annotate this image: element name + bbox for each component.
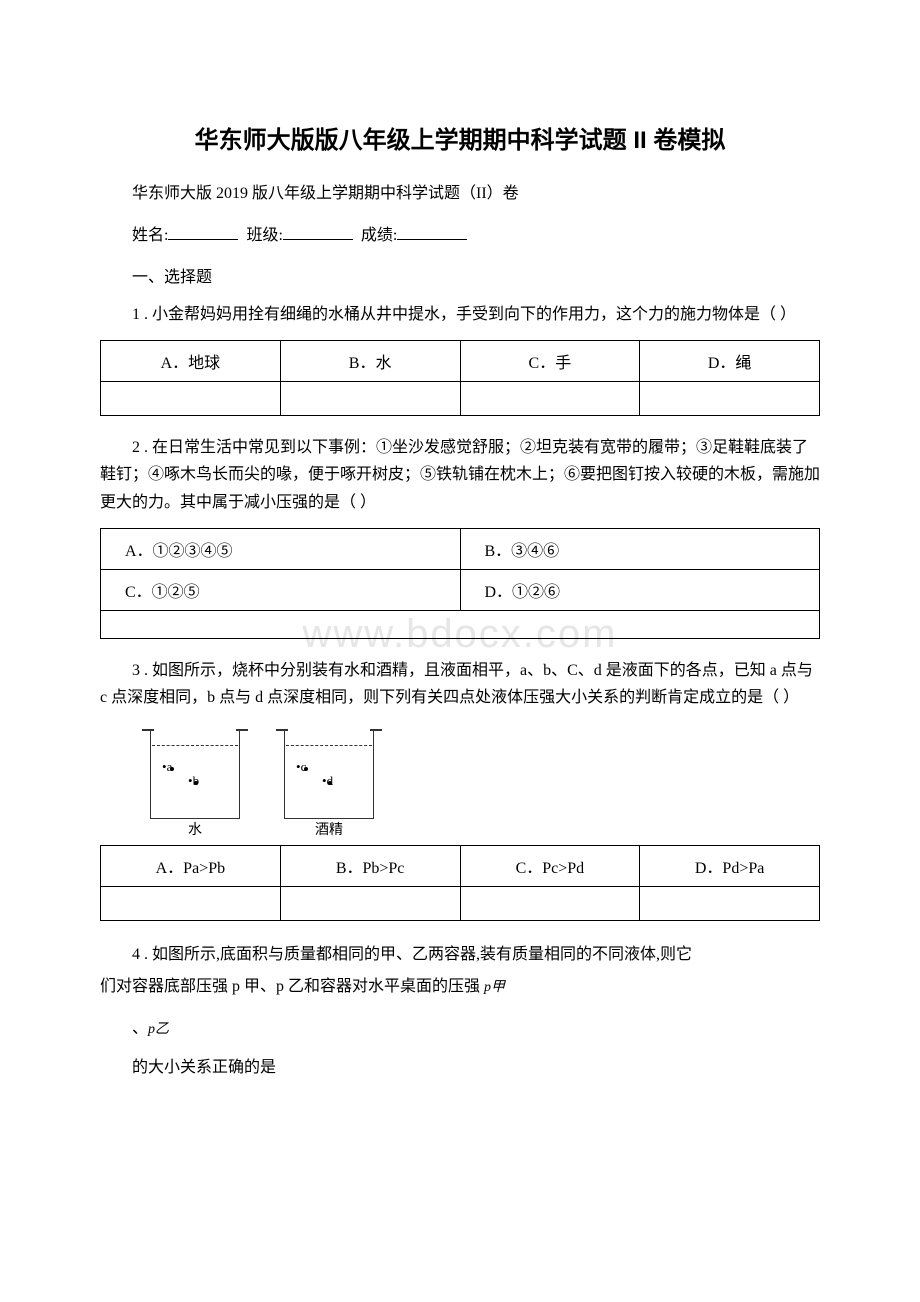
page-title: 华东师大版版八年级上学期期中科学试题 II 卷模拟 <box>100 120 820 155</box>
q2-opt-c: C．①②⑤ <box>101 569 461 610</box>
fill-row: 姓名: 班级: 成绩: <box>100 221 820 245</box>
q3-opt-b: B．Pb>Pc <box>280 846 460 887</box>
page-content: 华东师大版版八年级上学期期中科学试题 II 卷模拟 华东师大版 2019 版八年… <box>100 120 820 1082</box>
point-b-label: •b <box>188 773 199 789</box>
q4-line3: 、 <box>132 1020 148 1037</box>
q4-line4-wrap: 的大小关系正确的是 <box>100 1054 820 1081</box>
q1-opt-b: B．水 <box>280 341 460 382</box>
question-2-options: A．①②③④⑤ B．③④⑥ C．①②⑤ D．①②⑥ <box>100 528 820 639</box>
question-3: 3 . 如图所示，烧杯中分别装有水和酒精，且液面相平，a、b、C、d 是液面下的… <box>100 657 820 711</box>
question-3-options: A．Pa>Pb B．Pb>Pc C．Pc>Pd D．Pd>Pa <box>100 845 820 921</box>
q1-opt-d: D．绳 <box>640 341 820 382</box>
q3-opt-a: A．Pa>Pb <box>101 846 281 887</box>
q1-opt-c: C．手 <box>460 341 640 382</box>
q2-opt-a: A．①②③④⑤ <box>101 528 461 569</box>
q3-opt-c: C．Pc>Pd <box>460 846 640 887</box>
question-2: 2 . 在日常生活中常见到以下事例：①坐沙发感觉舒服；②坦克装有宽带的履带；③足… <box>100 434 820 516</box>
q4-sym2: p乙 <box>148 1022 169 1037</box>
question-3-diagram: •a •b 水 •c •d 酒精 <box>140 723 820 823</box>
q2-opt-d: D．①②⑥ <box>460 569 820 610</box>
score-blank <box>397 224 467 240</box>
class-blank <box>283 224 353 240</box>
point-d-label: •d <box>322 773 333 789</box>
question-1-options: A．地球 B．水 C．手 D．绳 <box>100 340 820 416</box>
q4-line2: 们对容器底部压强 p 甲、p 乙和容器对水平桌面的压强 p甲 <box>100 971 820 1003</box>
name-blank <box>168 224 238 240</box>
question-1-text: 1 . 小金帮妈妈用拴有细绳的水桶从井中提水，手受到向下的作用力，这个力的施力物… <box>132 306 796 323</box>
question-4: 4 . 如图所示,底面积与质量都相同的甲、乙两容器,装有质量相同的不同液体,则它… <box>100 939 820 1003</box>
beaker-alcohol: •c •d 酒精 <box>274 723 384 823</box>
score-label: 成绩: <box>361 227 397 244</box>
question-1: 1 . 小金帮妈妈用拴有细绳的水桶从井中提水，手受到向下的作用力，这个力的施力物… <box>100 301 820 328</box>
beaker-alcohol-label: 酒精 <box>274 819 384 839</box>
q4-sym1: p甲 <box>484 980 505 995</box>
beaker-water-label: 水 <box>140 819 250 839</box>
name-label: 姓名: <box>132 227 168 244</box>
q2-opt-b: B．③④⑥ <box>460 528 820 569</box>
section-1-heading: 一、选择题 <box>100 263 820 287</box>
q1-opt-a: A．地球 <box>101 341 281 382</box>
q4-line3-wrap: 、p乙 <box>100 1015 820 1042</box>
beaker-water: •a •b 水 <box>140 723 250 823</box>
point-c-label: •c <box>296 759 306 775</box>
subtitle: 华东师大版 2019 版八年级上学期期中科学试题（II）卷 <box>100 179 820 203</box>
question-3-text: 3 . 如图所示，烧杯中分别装有水和酒精，且液面相平，a、b、C、d 是液面下的… <box>100 662 813 706</box>
q4-line4: 的大小关系正确的是 <box>132 1059 276 1076</box>
q3-opt-d: D．Pd>Pa <box>640 846 820 887</box>
question-2-text: 2 . 在日常生活中常见到以下事例：①坐沙发感觉舒服；②坦克装有宽带的履带；③足… <box>100 439 820 510</box>
point-a-label: •a <box>162 759 172 775</box>
class-label: 班级: <box>246 227 282 244</box>
q4-line1: 4 . 如图所示,底面积与质量都相同的甲、乙两容器,装有质量相同的不同液体,则它 <box>132 946 692 963</box>
